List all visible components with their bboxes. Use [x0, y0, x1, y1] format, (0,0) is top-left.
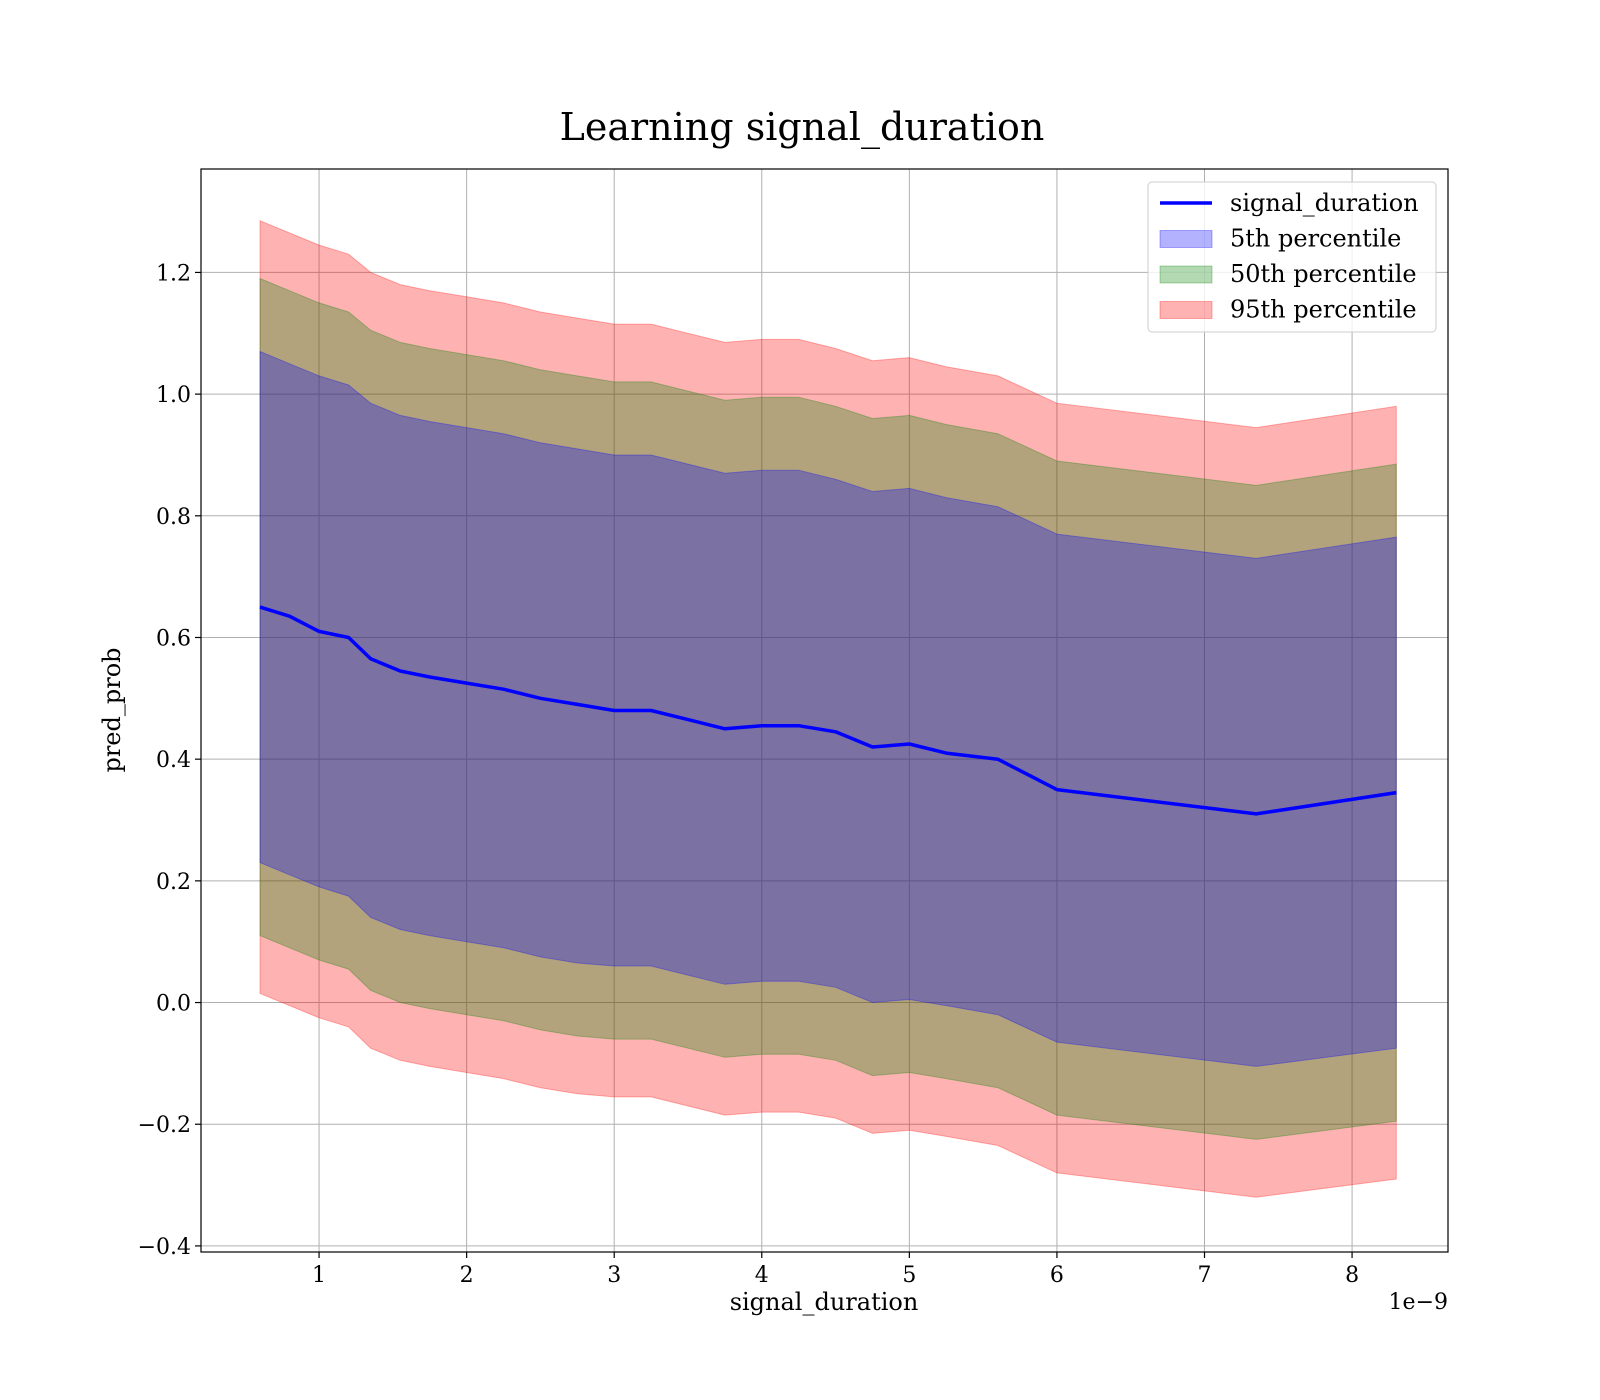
chart-title: Learning signal_duration — [560, 105, 1045, 150]
x-axis-label: signal_duration — [730, 1288, 919, 1316]
x-axis-ticks: 1 2 3 4 5 6 7 8 — [312, 1252, 1359, 1288]
y-tick-label: 0.0 — [156, 992, 191, 1017]
x-tick-label: 5 — [902, 1263, 916, 1288]
legend-label: 50th percentile — [1230, 260, 1417, 288]
y-tick-label: −0.4 — [138, 1235, 191, 1260]
percentile-bands — [259, 219, 1397, 1198]
y-tick-label: −0.2 — [138, 1113, 191, 1138]
x-axis-offset-text: 1e−9 — [1389, 1290, 1448, 1315]
x-tick-label: 6 — [1050, 1263, 1064, 1288]
y-tick-label: 0.4 — [156, 748, 191, 773]
y-tick-label: 0.8 — [156, 505, 191, 530]
x-tick-label: 4 — [755, 1263, 769, 1288]
x-tick-label: 2 — [460, 1263, 474, 1288]
legend-frame — [1147, 181, 1437, 333]
legend: signal_duration 5th percentile 50th percen… — [1147, 181, 1437, 333]
legend-label: 5th percentile — [1230, 225, 1401, 253]
band-50th-percentile — [259, 277, 1397, 1140]
y-tick-label: 1.0 — [156, 383, 191, 408]
grid — [201, 169, 1448, 1252]
legend-swatch-patch — [1159, 230, 1213, 248]
plot-frame — [200, 168, 1449, 1253]
x-tick-label: 8 — [1345, 1263, 1359, 1288]
x-tick-label: 3 — [607, 1263, 621, 1288]
x-tick-label: 7 — [1198, 1263, 1212, 1288]
band-5th-percentile — [259, 350, 1397, 1067]
lines — [259, 605, 1397, 816]
line-signal_duration — [259, 605, 1397, 816]
y-axis-label: pred_prob — [98, 647, 126, 772]
legend-label: signal_duration — [1230, 189, 1419, 217]
y-axis-ticks: −0.4 −0.2 0.0 0.2 0.4 0.6 0.8 1.0 1.2 — [138, 261, 201, 1260]
y-tick-label: 1.2 — [156, 261, 191, 286]
band-95th-percentile — [259, 219, 1397, 1198]
legend-label: 95th percentile — [1230, 296, 1417, 324]
y-tick-label: 0.6 — [156, 626, 191, 651]
y-tick-label: 0.2 — [156, 870, 191, 895]
legend-swatch-patch — [1159, 265, 1213, 284]
legend-swatch-patch — [1159, 301, 1213, 319]
x-tick-label: 1 — [312, 1263, 326, 1288]
